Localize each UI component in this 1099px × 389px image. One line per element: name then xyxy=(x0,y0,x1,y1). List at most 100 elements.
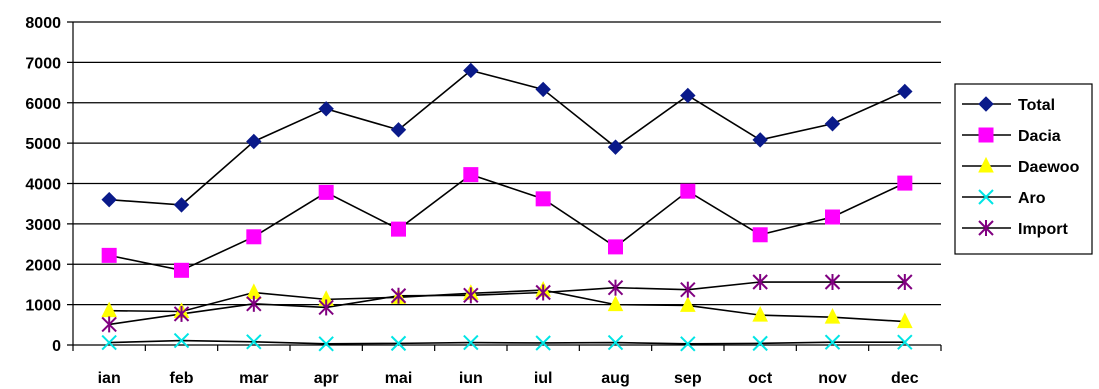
legend-marker-import xyxy=(978,220,994,236)
x-tick-label: apr xyxy=(314,370,339,387)
x-tick-label: feb xyxy=(170,370,194,387)
data-point-dacia xyxy=(608,239,623,255)
legend-label-daewoo: Daewoo xyxy=(1018,159,1080,176)
gridlines xyxy=(67,21,941,346)
data-point-aro xyxy=(390,335,407,352)
legend-label-import: Import xyxy=(1018,221,1068,238)
data-point-total xyxy=(897,83,913,100)
series-lines xyxy=(109,69,906,345)
series-line-daewoo xyxy=(109,289,905,323)
legend-label-dacia: Dacia xyxy=(1018,128,1061,145)
legend-marker-daewoo xyxy=(978,156,994,173)
series-line-aro xyxy=(109,339,905,345)
legend-marker-aro xyxy=(978,189,994,205)
x-tick-label: mai xyxy=(385,370,413,387)
data-point-aro xyxy=(752,335,768,352)
legend-marker-total xyxy=(978,96,994,112)
data-point-aro xyxy=(897,334,913,350)
data-point-import xyxy=(246,295,262,312)
data-point-aro xyxy=(680,336,696,352)
x-tick-label: mar xyxy=(239,370,268,387)
data-point-aro-stroke xyxy=(173,332,190,349)
data-point-total xyxy=(535,81,551,98)
data-point-aro xyxy=(824,334,841,350)
data-point-dacia xyxy=(246,229,262,245)
data-point-aro-stroke xyxy=(318,336,334,352)
data-point-import xyxy=(824,274,841,291)
x-tick-label: dec xyxy=(891,370,919,387)
x-tick-label: sep xyxy=(674,370,702,387)
data-point-daewoo xyxy=(607,295,624,312)
data-point-daewoo xyxy=(680,296,696,312)
data-point-dacia xyxy=(463,167,479,183)
data-point-daewoo xyxy=(897,312,913,329)
x-tick-label: iun xyxy=(459,370,483,387)
series-line-dacia xyxy=(109,173,906,272)
data-point-aro-stroke xyxy=(535,335,551,351)
data-point-aro-stroke xyxy=(897,334,913,350)
data-point-total xyxy=(463,62,479,79)
y-tick-label: 5000 xyxy=(25,136,61,153)
data-point-aro-stroke xyxy=(752,335,768,352)
data-point-aro-stroke xyxy=(246,334,262,350)
series-line-import xyxy=(109,281,905,326)
data-point-total xyxy=(318,101,334,117)
data-point-import xyxy=(318,299,334,316)
data-point-import xyxy=(680,281,696,298)
data-point-daewoo xyxy=(824,308,841,324)
data-point-dacia xyxy=(174,262,189,278)
data-point-total xyxy=(173,197,190,213)
y-tick-label: 4000 xyxy=(25,177,61,194)
data-point-aro xyxy=(246,334,262,350)
y-tick-label: 8000 xyxy=(25,15,61,32)
y-tick-label: 1000 xyxy=(25,298,61,315)
legend-label-total: Total xyxy=(1018,97,1055,114)
data-point-total xyxy=(607,139,624,155)
data-point-import xyxy=(463,287,479,304)
y-tick-label: 2000 xyxy=(25,257,61,274)
data-point-dacia xyxy=(101,247,117,263)
y-tick-label: 0 xyxy=(52,338,61,355)
data-point-aro-stroke xyxy=(463,334,479,351)
data-point-aro-stroke xyxy=(390,335,407,352)
data-point-aro-stroke xyxy=(607,334,624,351)
data-point-aro xyxy=(535,335,551,351)
series-line-total xyxy=(109,69,906,206)
data-point-total xyxy=(824,116,841,132)
data-point-import xyxy=(752,274,768,291)
data-point-dacia xyxy=(752,227,768,243)
data-point-dacia xyxy=(825,209,840,225)
data-point-aro-stroke xyxy=(680,336,696,352)
x-tick-label: aug xyxy=(601,370,629,387)
data-point-total xyxy=(390,122,407,138)
data-point-import xyxy=(607,279,624,296)
data-point-dacia xyxy=(318,184,334,200)
x-tick-label: nov xyxy=(818,370,847,387)
data-point-aro xyxy=(173,332,190,349)
data-point-import xyxy=(173,305,190,322)
data-point-dacia xyxy=(535,191,551,207)
data-point-import xyxy=(101,316,117,333)
data-point-import xyxy=(535,284,551,301)
x-tick-label: oct xyxy=(748,370,773,387)
data-point-aro-stroke xyxy=(101,334,117,351)
legend-box xyxy=(954,83,1093,255)
x-axis-ticks: ian feb mar apr mai iun iul aug sep oct nov dec xyxy=(72,345,942,387)
y-tick-label: 6000 xyxy=(25,96,61,113)
y-tick-label: 3000 xyxy=(25,217,61,234)
data-point-import xyxy=(390,287,407,304)
data-point-aro xyxy=(463,334,479,351)
data-point-import xyxy=(897,274,913,291)
data-point-total xyxy=(101,191,117,208)
data-point-total xyxy=(246,133,262,150)
data-point-aro-stroke xyxy=(824,334,841,350)
data-point-dacia xyxy=(897,175,913,191)
x-tick-label: iul xyxy=(534,370,553,387)
series-markers xyxy=(101,62,913,352)
data-point-aro xyxy=(607,334,624,351)
y-axis-ticks: 0 1000 2000 3000 4000 5000 6000 7000 8000 xyxy=(25,15,61,355)
data-point-daewoo xyxy=(752,306,768,322)
x-tick-label: ian xyxy=(98,370,121,387)
data-point-dacia xyxy=(391,221,406,237)
